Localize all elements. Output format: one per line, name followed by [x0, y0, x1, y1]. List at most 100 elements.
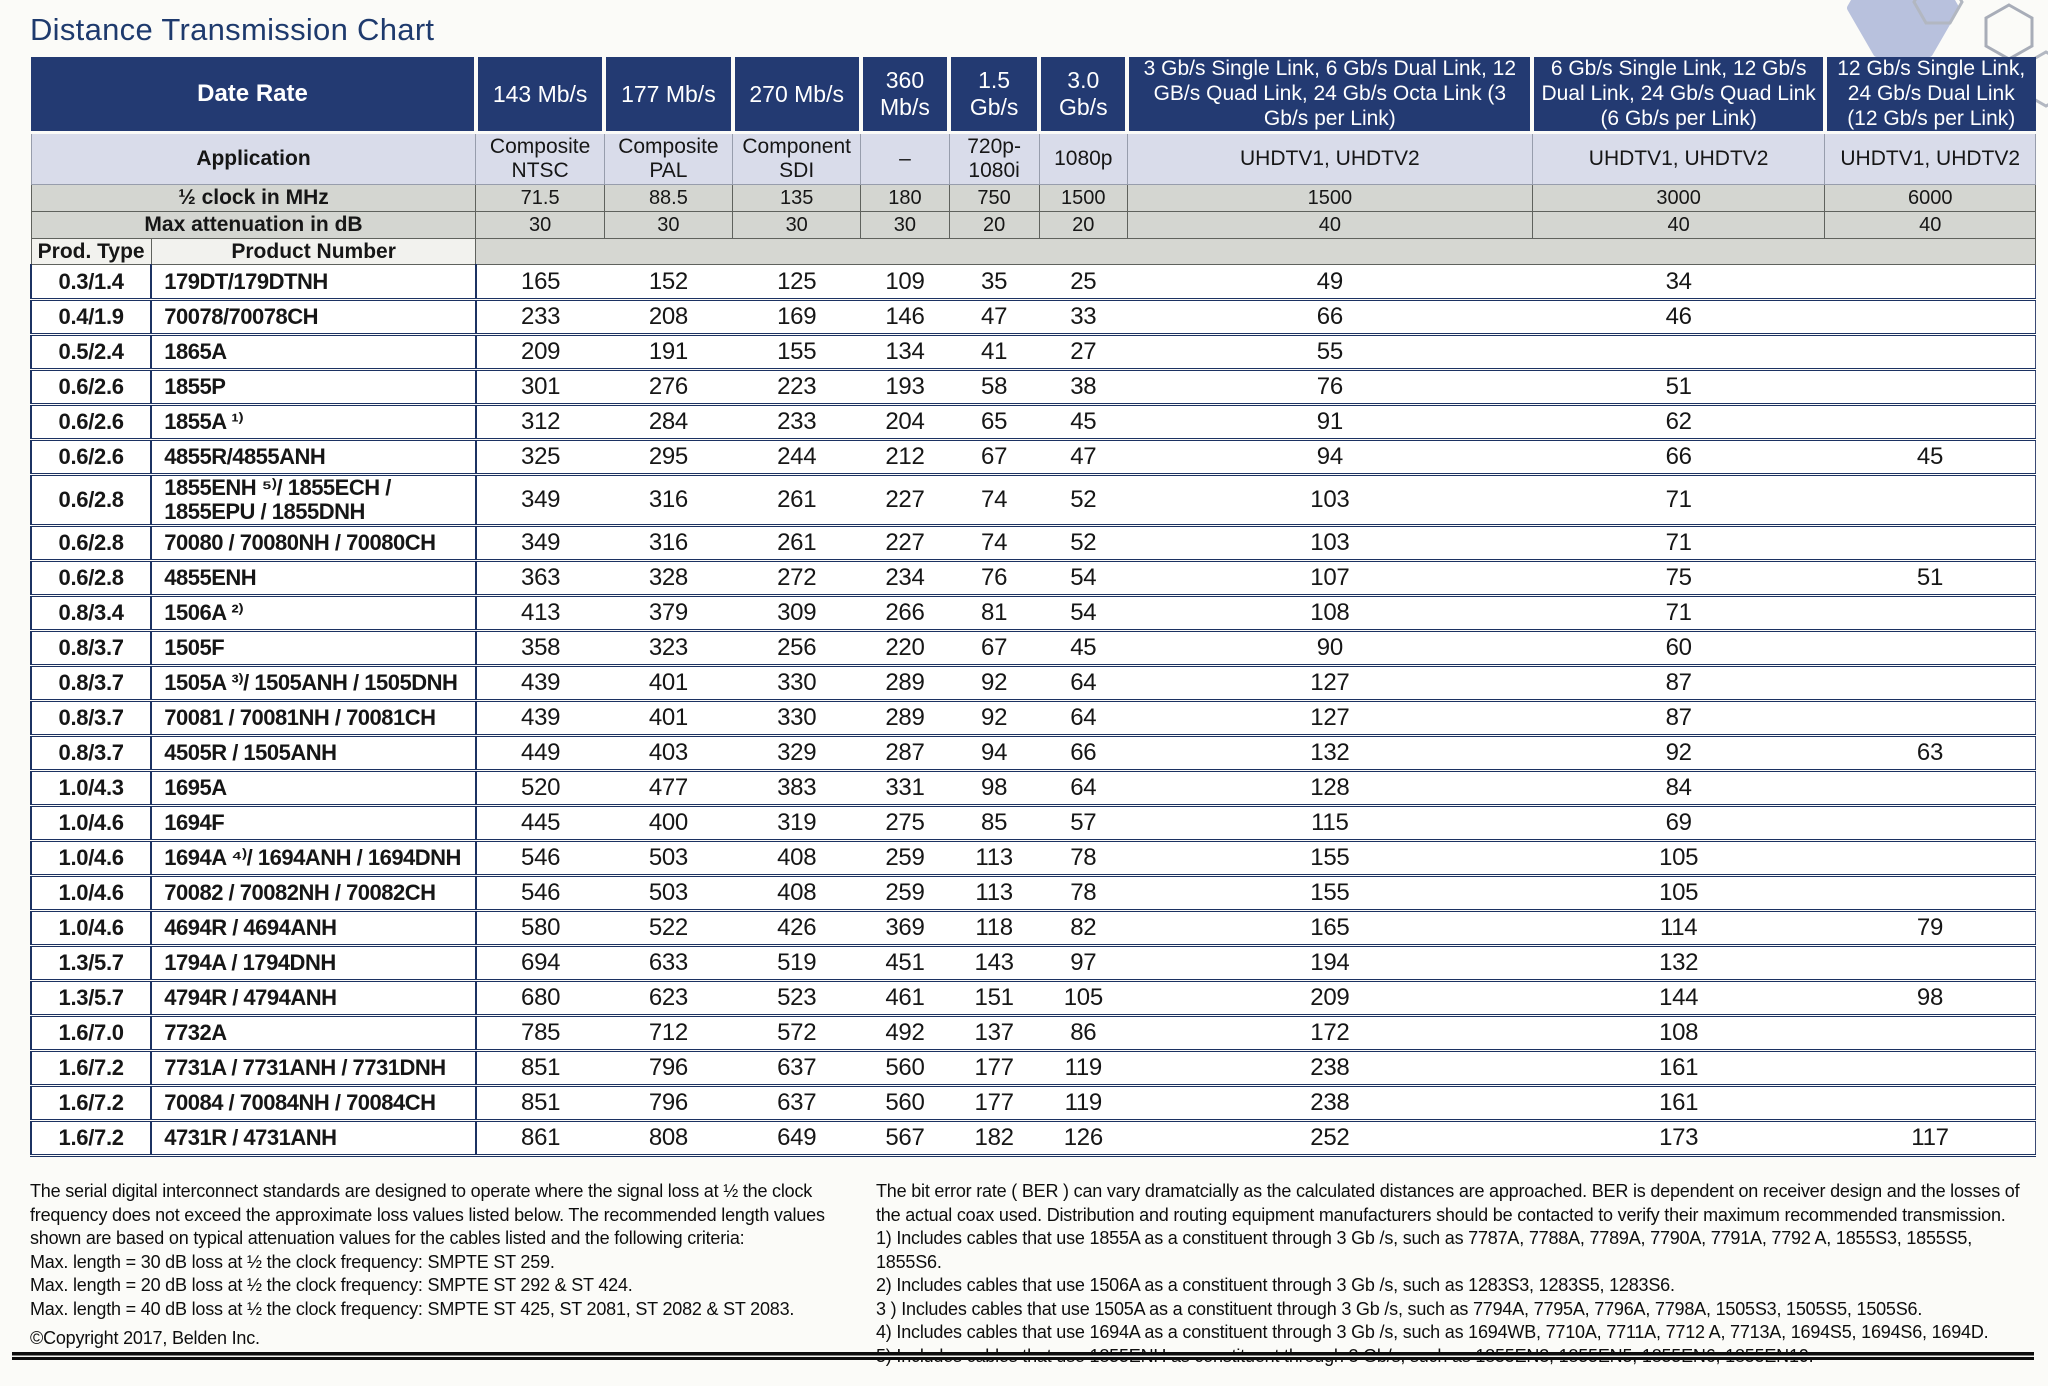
distance-cell: 233 [475, 299, 605, 337]
column-header: 3.0 Gb/s [1037, 57, 1128, 135]
distance-cell: 165 [1127, 910, 1533, 947]
distance-cell: 119 [1039, 1050, 1128, 1087]
product-number-cell: 70082 / 70082NH / 70082CH [151, 875, 477, 912]
column-header-6gbs-group: 6 Gb/s Single Link, 12 Gb/s Dual Link, 2… [1530, 57, 1825, 135]
product-number-cell: 4794R / 4794ANH [151, 980, 477, 1017]
distance-cell: 45 [1824, 439, 2036, 477]
distance-cell: 193 [860, 369, 950, 407]
prod-type-cell: 0.8/3.7 [29, 700, 153, 737]
column-header: 143 Mb/s [473, 57, 605, 135]
half-clock-cell: 1500 [1038, 184, 1128, 213]
distance-cell: 227 [860, 474, 950, 527]
distance-cell: 323 [604, 630, 733, 667]
max-attenuation-cell: 20 [948, 211, 1040, 240]
prod-type-header: Prod. Type [30, 238, 152, 266]
distance-cell: 861 [475, 1120, 605, 1157]
product-number-cell: 7732A [151, 1015, 477, 1052]
distance-cell: 227 [860, 525, 950, 562]
distance-cell: 623 [604, 980, 733, 1017]
distance-cell: 209 [475, 334, 605, 372]
column-header: 270 Mb/s [730, 57, 861, 135]
table-row: 1.6/7.2 7731A / 7731ANH / 7731DNH 851 79… [29, 1050, 2036, 1087]
distance-cell [1824, 525, 2036, 562]
distance-cell: 35 [949, 264, 1040, 302]
distance-cell: 808 [604, 1120, 733, 1157]
max-attenuation-cell: 30 [732, 211, 862, 240]
prod-type-cell: 1.0/4.3 [29, 770, 153, 807]
distance-cell: 71 [1532, 525, 1825, 562]
column-header-3gbs-group: 3 Gb/s Single Link, 6 Gb/s Dual Link, 12… [1125, 57, 1533, 135]
distance-cell: 363 [475, 560, 605, 597]
distance-cell: 580 [475, 910, 605, 947]
copyright-text: ©Copyright 2017, Belden Inc. [30, 1328, 260, 1348]
distance-cell: 76 [1127, 369, 1533, 407]
product-header-row: Prod. Type Product Number [30, 238, 2036, 266]
distance-cell: 275 [860, 805, 950, 842]
distance-cell: 694 [475, 945, 605, 982]
hexagon-filled [1847, 0, 1959, 57]
prod-type-cell: 0.6/2.8 [29, 560, 153, 597]
distance-cell: 137 [949, 1015, 1040, 1052]
distance-cell: 312 [475, 404, 605, 442]
distance-cell: 126 [1039, 1120, 1128, 1157]
distance-cell: 289 [860, 700, 950, 737]
distance-cell: 169 [732, 299, 861, 337]
prod-type-cell: 0.5/2.4 [29, 334, 153, 372]
distance-cell: 49 [1127, 264, 1533, 302]
distance-cell: 65 [949, 404, 1040, 442]
distance-cell: 92 [1532, 735, 1825, 772]
half-clock-label: ½ clock in MHz [30, 184, 477, 213]
distance-cell: 105 [1532, 875, 1825, 912]
distance-cell: 64 [1039, 770, 1128, 807]
footnote-numbered: 2) Includes cables that use 1506A as a c… [876, 1275, 1675, 1295]
distance-cell: 796 [604, 1050, 733, 1087]
distance-cell: 127 [1127, 665, 1533, 702]
distance-cell: 92 [949, 665, 1040, 702]
distance-cell: 51 [1824, 560, 2036, 597]
distance-cell: 113 [949, 875, 1040, 912]
distance-cell: 47 [1039, 439, 1128, 477]
header-row-data-rate: Date Rate 143 Mb/s 177 Mb/s 270 Mb/s 360… [31, 57, 2036, 135]
distance-cell: 492 [860, 1015, 950, 1052]
distance-cell: 212 [860, 439, 950, 477]
table-row: 1.0/4.6 70082 / 70082NH / 70082CH 546 50… [29, 875, 2036, 912]
prod-type-cell: 0.6/2.8 [29, 474, 153, 527]
distance-cell: 125 [732, 264, 861, 302]
distance-cell: 560 [860, 1050, 950, 1087]
distance-cell [1824, 334, 2036, 372]
distance-cell: 191 [604, 334, 733, 372]
prod-type-cell: 1.3/5.7 [29, 980, 153, 1017]
distance-cell: 119 [1039, 1085, 1128, 1122]
product-number-cell: 70084 / 70084NH / 70084CH [151, 1085, 477, 1122]
distance-cell: 38 [1039, 369, 1128, 407]
distance-cell: 439 [475, 665, 605, 702]
product-number-cell: 4855ENH [151, 560, 477, 597]
footnote-intro-right: The bit error rate ( BER ) can vary dram… [876, 1181, 2020, 1225]
distance-cell: 103 [1127, 474, 1533, 527]
distance-cell: 451 [860, 945, 950, 982]
product-number-cell: 1794A / 1794DNH [151, 945, 477, 982]
distance-cell: 379 [604, 595, 733, 632]
table-row: 1.6/7.0 7732A 785 712 572 492 137 86 172… [29, 1015, 2036, 1052]
distance-cell: 259 [860, 875, 950, 912]
distance-cell: 301 [475, 369, 605, 407]
distance-cell: 127 [1127, 700, 1533, 737]
prod-type-cell: 1.6/7.2 [29, 1050, 153, 1087]
product-number-cell: 70081 / 70081NH / 70081CH [151, 700, 477, 737]
distance-cell: 155 [732, 334, 861, 372]
distance-cell: 74 [949, 474, 1040, 527]
table-row: 0.6/2.6 1855A ¹⁾ 312 284 233 204 65 45 9… [29, 404, 2036, 442]
distance-cell: 369 [860, 910, 950, 947]
distance-cell: 182 [949, 1120, 1040, 1157]
table-row: 0.6/2.8 4855ENH 363 328 272 234 76 54 10… [29, 560, 2036, 597]
prod-type-cell: 0.4/1.9 [29, 299, 153, 337]
product-number-cell: 4855R/4855ANH [151, 439, 477, 477]
footnote-numbered: 3 ) Includes cables that use 1505A as a … [876, 1298, 1923, 1319]
prod-type-cell: 1.6/7.2 [29, 1085, 153, 1122]
data-rate-header: Date Rate [31, 57, 476, 135]
distance-cell: 238 [1127, 1050, 1533, 1087]
distance-cell [1824, 474, 2036, 527]
distance-cell [1824, 264, 2036, 302]
footnote-intro-left: The serial digital interconnect standard… [30, 1181, 825, 1248]
